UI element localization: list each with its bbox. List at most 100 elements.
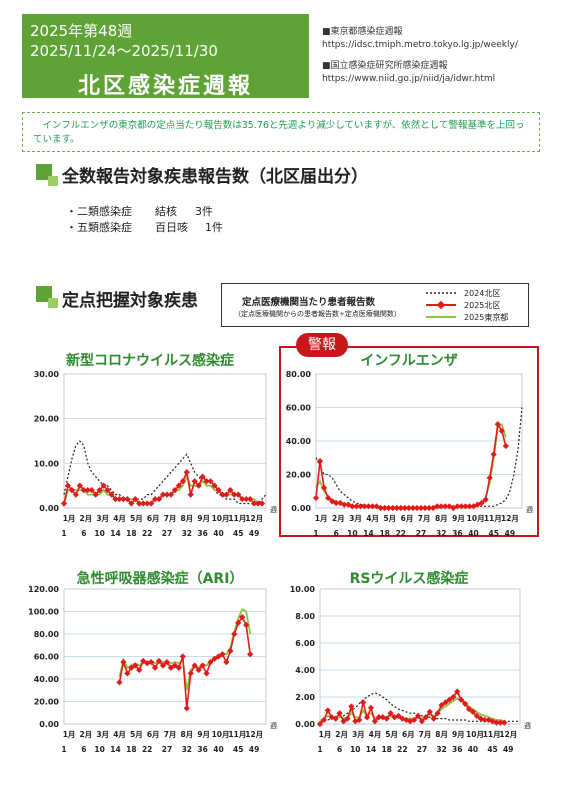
- y-tick-label: 0.00: [39, 504, 59, 513]
- link-tokyo-url[interactable]: https://idsc.tmiph.metro.tokyo.lg.jp/wee…: [322, 40, 518, 50]
- data-point: [356, 716, 363, 724]
- x-month-label: 3月: [352, 730, 365, 739]
- data-point: [502, 442, 509, 450]
- disease-category: ・二類感染症: [66, 205, 132, 218]
- data-point: [397, 504, 404, 512]
- x-week-label: 18: [379, 529, 389, 538]
- legend-series-tokyo: 2025東京都: [464, 313, 509, 322]
- x-month-label: 12月: [501, 514, 519, 523]
- data-point: [454, 503, 461, 510]
- data-point: [413, 504, 421, 512]
- y-tick-label: 80.00: [34, 630, 60, 639]
- y-tick-label: 0.00: [291, 504, 311, 513]
- alert-box: [279, 346, 539, 537]
- link-niid-url[interactable]: https://www.niid.go.jp/niid/ja/idwr.html: [322, 74, 496, 84]
- data-point: [207, 478, 214, 485]
- data-point: [442, 503, 449, 510]
- data-point: [333, 499, 340, 507]
- disease-name: 百日咳: [155, 219, 188, 235]
- data-point: [465, 706, 473, 713]
- data-point: [461, 700, 469, 707]
- data-point: [425, 504, 433, 512]
- y-tick-label: 20.00: [34, 415, 60, 424]
- x-unit-label: 週: [270, 721, 277, 730]
- x-month-label: 6月: [147, 514, 160, 523]
- data-point: [401, 504, 408, 512]
- x-month-label: 7月: [164, 730, 177, 739]
- disease-count-text: 3件: [195, 205, 213, 218]
- x-week-label: 14: [110, 745, 120, 754]
- chart-ari: 0.00 20.00 40.00 60.00 80.00 100.00 120.00 1月 2月…: [28, 585, 277, 754]
- x-week-label: 10: [94, 745, 104, 754]
- week-label: 2025年第48週: [30, 22, 133, 40]
- x-month-label: 5月: [383, 514, 396, 523]
- x-week-label: 6: [334, 529, 339, 538]
- data-point: [348, 703, 355, 710]
- x-week-label: 22: [142, 529, 152, 538]
- series-line-2024北区: [63, 440, 267, 505]
- y-tick-label: 2.00: [295, 693, 315, 702]
- x-week-label: 49: [249, 745, 259, 754]
- y-tick-label: 0.00: [39, 720, 59, 729]
- link-niid[interactable]: ■国立感染症研究所感染症週報 https://www.niid.go.jp/ni…: [322, 60, 495, 86]
- x-week-label: 6: [337, 745, 342, 754]
- data-point: [417, 504, 425, 512]
- x-month-label: 8月: [181, 514, 194, 523]
- data-point: [258, 500, 266, 507]
- data-point: [442, 699, 449, 706]
- y-tick-label: 60.00: [286, 404, 312, 413]
- x-month-label: 6月: [401, 514, 414, 523]
- x-month-label: 10月: [467, 514, 485, 523]
- data-point: [458, 696, 465, 703]
- x-month-label: 1月: [63, 514, 76, 523]
- legend-box: 定点医療機関当たり患者報告数 （定点医療機関からの患者報告数÷定点医療機関数） …: [221, 283, 529, 327]
- x-month-label: 11月: [228, 514, 246, 523]
- x-month-label: 6月: [147, 730, 160, 739]
- data-point: [446, 696, 453, 703]
- data-point: [363, 714, 371, 721]
- x-month-label: 11月: [228, 730, 246, 739]
- x-month-label: 2月: [80, 514, 93, 523]
- y-tick-label: 80.00: [286, 370, 312, 379]
- data-point: [316, 720, 324, 728]
- y-tick-label: 100.00: [28, 608, 59, 617]
- x-week-label: 40: [468, 529, 478, 538]
- data-point: [498, 427, 505, 435]
- section2-title: 定点把握対象疾患: [62, 291, 198, 311]
- x-week-label: 1: [61, 529, 66, 538]
- data-point: [462, 503, 469, 510]
- x-week-label: 27: [416, 529, 426, 538]
- x-week-label: 49: [505, 529, 515, 538]
- data-point: [203, 670, 210, 677]
- x-unit-label: 週: [524, 721, 531, 730]
- data-point: [336, 710, 343, 717]
- x-month-label: 10月: [466, 730, 484, 739]
- x-month-label: 8月: [181, 730, 194, 739]
- x-week-label: 32: [436, 745, 446, 754]
- disease-name-text: 結核: [155, 205, 177, 218]
- chart-title-ari: 急性呼吸器感染症（ARI）: [76, 571, 244, 587]
- x-week-label: 32: [182, 529, 192, 538]
- x-month-label: 7月: [164, 514, 177, 523]
- data-point: [482, 496, 489, 503]
- data-point: [381, 504, 388, 512]
- x-month-label: 11月: [483, 730, 501, 739]
- x-week-label: 22: [396, 529, 406, 538]
- data-point: [490, 451, 497, 458]
- x-week-label: 14: [110, 529, 120, 538]
- x-unit-label: 週: [526, 505, 533, 514]
- data-point: [478, 499, 485, 507]
- data-point: [369, 503, 376, 510]
- chart-title-rsv: RSウイルス感染症: [349, 571, 469, 587]
- x-month-label: 2月: [80, 730, 93, 739]
- data-point: [494, 421, 501, 428]
- link-tokyo[interactable]: ■東京都感染症週報 https://idsc.tmiph.metro.tokyo…: [322, 26, 518, 52]
- data-point: [361, 503, 368, 510]
- x-month-label: 8月: [435, 514, 448, 523]
- data-point: [411, 716, 418, 724]
- y-tick-label: 40.00: [286, 437, 312, 446]
- data-point: [466, 503, 473, 510]
- data-point: [316, 457, 324, 465]
- notice-text: インフルエンザの東京都の定点当たり報告数は35.76と先週より減少していますが、…: [33, 120, 525, 145]
- data-point: [353, 503, 360, 510]
